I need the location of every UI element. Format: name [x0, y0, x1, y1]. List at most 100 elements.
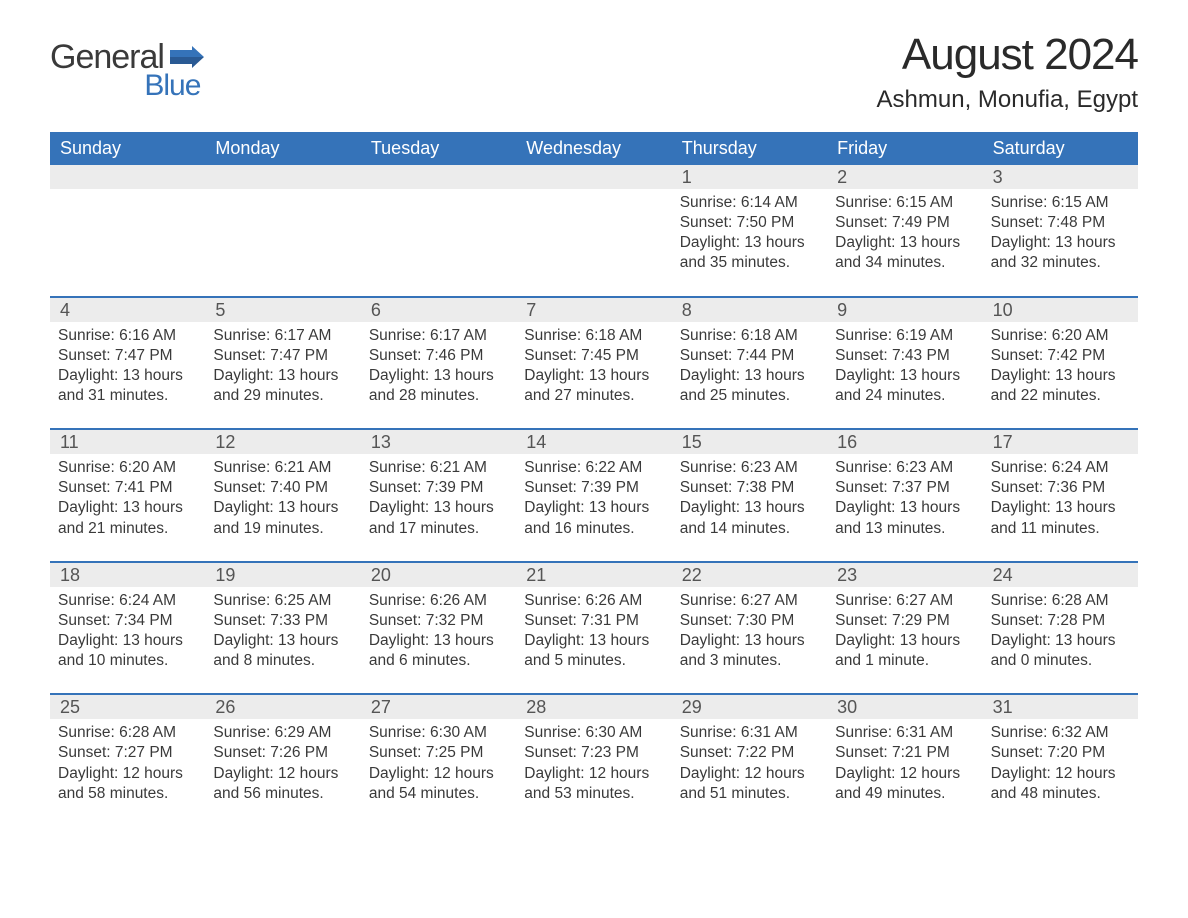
daylight-line: Daylight: 12 hours and 56 minutes.: [213, 764, 352, 804]
day-number: 23: [827, 563, 982, 587]
day-info: Sunrise: 6:17 AMSunset: 7:47 PMDaylight:…: [213, 326, 352, 407]
sunset-line: Sunset: 7:40 PM: [213, 478, 352, 498]
sunrise-line: Sunrise: 6:14 AM: [680, 193, 819, 213]
day-info: Sunrise: 6:14 AMSunset: 7:50 PMDaylight:…: [680, 193, 819, 274]
sunset-line: Sunset: 7:29 PM: [835, 611, 974, 631]
daylight-line: Daylight: 13 hours and 8 minutes.: [213, 631, 352, 671]
day-number: 1: [672, 165, 827, 189]
sunset-line: Sunset: 7:43 PM: [835, 346, 974, 366]
day-cell: 16Sunrise: 6:23 AMSunset: 7:37 PMDayligh…: [827, 430, 982, 547]
dow-cell: Saturday: [983, 132, 1138, 165]
sunrise-line: Sunrise: 6:19 AM: [835, 326, 974, 346]
day-cell: 27Sunrise: 6:30 AMSunset: 7:25 PMDayligh…: [361, 695, 516, 812]
day-cell: 17 Sunrise: 6:24 AMSunset: 7:36 PMDayligh…: [983, 430, 1138, 547]
day-info: Sunrise: 6:18 AMSunset: 7:44 PMDaylight:…: [680, 326, 819, 407]
daylight-line: Daylight: 13 hours and 6 minutes.: [369, 631, 508, 671]
weeks-container: 1 Sunrise: 6:14 AMSunset: 7:50 PMDaylight…: [50, 165, 1138, 812]
day-number: 16: [827, 430, 982, 454]
daylight-line: Daylight: 13 hours and 35 minutes.: [680, 233, 819, 273]
sunset-line: Sunset: 7:21 PM: [835, 743, 974, 763]
sunrise-line: Sunrise: 6:23 AM: [680, 458, 819, 478]
day-info: Sunrise: 6:28 AMSunset: 7:28 PMDaylight:…: [991, 591, 1130, 672]
day-number: 7: [516, 298, 671, 322]
day-info: Sunrise: 6:28 AMSunset: 7:27 PMDaylight:…: [58, 723, 197, 804]
sunset-line: Sunset: 7:31 PM: [524, 611, 663, 631]
sunrise-line: Sunrise: 6:15 AM: [991, 193, 1130, 213]
day-cell: 28Sunrise: 6:30 AMSunset: 7:23 PMDayligh…: [516, 695, 671, 812]
day-cell: 26 Sunrise: 6:29 AMSunset: 7:26 PMDayligh…: [205, 695, 360, 812]
daylight-line: Daylight: 13 hours and 21 minutes.: [58, 498, 197, 538]
sunrise-line: Sunrise: 6:20 AM: [991, 326, 1130, 346]
day-info: Sunrise: 6:19 AMSunset: 7:43 PMDaylight:…: [835, 326, 974, 407]
day-info: Sunrise: 6:15 AMSunset: 7:49 PMDaylight:…: [835, 193, 974, 274]
day-number: 26: [205, 695, 360, 719]
daylight-line: Daylight: 13 hours and 28 minutes.: [369, 366, 508, 406]
day-cell: 1 Sunrise: 6:14 AMSunset: 7:50 PMDaylight…: [672, 165, 827, 282]
sunset-line: Sunset: 7:45 PM: [524, 346, 663, 366]
day-number: 29: [672, 695, 827, 719]
daylight-line: Daylight: 12 hours and 49 minutes.: [835, 764, 974, 804]
day-cell: 20Sunrise: 6:26 AMSunset: 7:32 PMDayligh…: [361, 563, 516, 680]
day-cell: 23 Sunrise: 6:27 AMSunset: 7:29 PMDayligh…: [827, 563, 982, 680]
sunset-line: Sunset: 7:38 PM: [680, 478, 819, 498]
daylight-line: Daylight: 13 hours and 34 minutes.: [835, 233, 974, 273]
day-number: 14: [516, 430, 671, 454]
brand-logo: General Blue: [50, 38, 204, 103]
day-cell: 31Sunrise: 6:32 AMSunset: 7:20 PMDayligh…: [983, 695, 1138, 812]
day-cell: 9 Sunrise: 6:19 AMSunset: 7:43 PMDaylight…: [827, 298, 982, 415]
day-number: [50, 165, 205, 189]
sunrise-line: Sunrise: 6:24 AM: [991, 458, 1130, 478]
week-row: 4Sunrise: 6:16 AMSunset: 7:47 PMDaylight…: [50, 296, 1138, 415]
daylight-line: Daylight: 13 hours and 11 minutes.: [991, 498, 1130, 538]
day-info: Sunrise: 6:25 AMSunset: 7:33 PMDaylight:…: [213, 591, 352, 672]
sunset-line: Sunset: 7:44 PM: [680, 346, 819, 366]
day-info: Sunrise: 6:31 AMSunset: 7:21 PMDaylight:…: [835, 723, 974, 804]
daylight-line: Daylight: 13 hours and 14 minutes.: [680, 498, 819, 538]
sunset-line: Sunset: 7:33 PM: [213, 611, 352, 631]
day-cell: 11Sunrise: 6:20 AMSunset: 7:41 PMDayligh…: [50, 430, 205, 547]
day-info: Sunrise: 6:18 AMSunset: 7:45 PMDaylight:…: [524, 326, 663, 407]
sunrise-line: Sunrise: 6:31 AM: [680, 723, 819, 743]
daylight-line: Daylight: 13 hours and 24 minutes.: [835, 366, 974, 406]
day-number: 30: [827, 695, 982, 719]
sunset-line: Sunset: 7:23 PM: [524, 743, 663, 763]
day-info: Sunrise: 6:24 AMSunset: 7:34 PMDaylight:…: [58, 591, 197, 672]
day-number: 9: [827, 298, 982, 322]
daylight-line: Daylight: 13 hours and 31 minutes.: [58, 366, 197, 406]
sunrise-line: Sunrise: 6:24 AM: [58, 591, 197, 611]
sunrise-line: Sunrise: 6:15 AM: [835, 193, 974, 213]
sunset-line: Sunset: 7:22 PM: [680, 743, 819, 763]
sunset-line: Sunset: 7:42 PM: [991, 346, 1130, 366]
day-cell: 6Sunrise: 6:17 AMSunset: 7:46 PMDaylight…: [361, 298, 516, 415]
day-info: Sunrise: 6:27 AMSunset: 7:29 PMDaylight:…: [835, 591, 974, 672]
day-info: Sunrise: 6:31 AMSunset: 7:22 PMDaylight:…: [680, 723, 819, 804]
sunrise-line: Sunrise: 6:22 AM: [524, 458, 663, 478]
day-info: Sunrise: 6:27 AMSunset: 7:30 PMDaylight:…: [680, 591, 819, 672]
sunrise-line: Sunrise: 6:28 AM: [58, 723, 197, 743]
day-info: Sunrise: 6:32 AMSunset: 7:20 PMDaylight:…: [991, 723, 1130, 804]
sunrise-line: Sunrise: 6:29 AM: [213, 723, 352, 743]
sunset-line: Sunset: 7:41 PM: [58, 478, 197, 498]
day-cell: 22Sunrise: 6:27 AMSunset: 7:30 PMDayligh…: [672, 563, 827, 680]
day-number: [516, 165, 671, 189]
day-number: 24: [983, 563, 1138, 587]
daylight-line: Daylight: 12 hours and 48 minutes.: [991, 764, 1130, 804]
day-info: Sunrise: 6:20 AMSunset: 7:42 PMDaylight:…: [991, 326, 1130, 407]
daylight-line: Daylight: 13 hours and 27 minutes.: [524, 366, 663, 406]
day-info: Sunrise: 6:26 AMSunset: 7:32 PMDaylight:…: [369, 591, 508, 672]
daylight-line: Daylight: 13 hours and 10 minutes.: [58, 631, 197, 671]
daylight-line: Daylight: 13 hours and 25 minutes.: [680, 366, 819, 406]
day-info: Sunrise: 6:29 AMSunset: 7:26 PMDaylight:…: [213, 723, 352, 804]
day-cell: 21Sunrise: 6:26 AMSunset: 7:31 PMDayligh…: [516, 563, 671, 680]
sunset-line: Sunset: 7:39 PM: [369, 478, 508, 498]
sunrise-line: Sunrise: 6:26 AM: [369, 591, 508, 611]
day-cell: 29 Sunrise: 6:31 AMSunset: 7:22 PMDayligh…: [672, 695, 827, 812]
sunrise-line: Sunrise: 6:25 AM: [213, 591, 352, 611]
dow-cell: Sunday: [50, 132, 205, 165]
day-number: 17: [983, 430, 1138, 454]
day-cell: 2Sunrise: 6:15 AMSunset: 7:49 PMDaylight…: [827, 165, 982, 282]
day-info: Sunrise: 6:23 AMSunset: 7:38 PMDaylight:…: [680, 458, 819, 539]
sunset-line: Sunset: 7:36 PM: [991, 478, 1130, 498]
sunset-line: Sunset: 7:37 PM: [835, 478, 974, 498]
sunrise-line: Sunrise: 6:26 AM: [524, 591, 663, 611]
